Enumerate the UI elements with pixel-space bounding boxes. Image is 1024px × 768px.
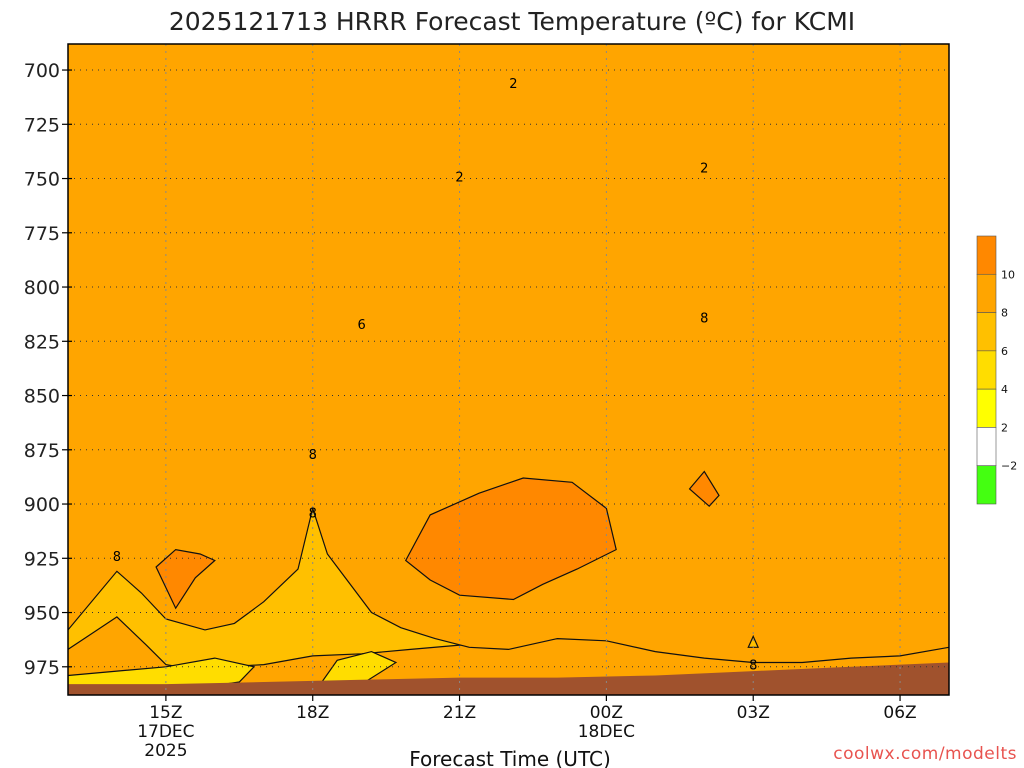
y-tick-label: 950	[24, 603, 60, 625]
y-tick-label: 775	[24, 223, 60, 245]
contour-label: 8	[113, 550, 121, 565]
colorbar-label: 4	[1001, 383, 1008, 396]
colorbar-swatch	[976, 427, 997, 467]
colorbar-label: −2	[1001, 460, 1017, 473]
y-tick-label: 750	[24, 169, 60, 191]
colorbar-label: 6	[1001, 345, 1008, 358]
y-tick-label: 925	[24, 548, 60, 570]
colorbar-swatch	[976, 312, 997, 352]
contour-line-8	[404, 477, 617, 601]
y-tick-label: 850	[24, 386, 60, 408]
x-tick-label: 06Z	[883, 703, 916, 723]
x-tick-label: 15Z	[149, 703, 182, 723]
contour-label: 8	[309, 448, 317, 463]
x-tick-label: 00Z	[590, 703, 623, 723]
contour-label-layer: 2 2 2 6 8 8 8 8 8	[113, 77, 758, 674]
x-tick-label: 17DEC	[137, 722, 194, 742]
credit-text: coolwx.com/modelts	[833, 744, 1017, 764]
temperature-band-7	[68, 44, 949, 663]
contour-label: 2	[455, 170, 463, 185]
contour-label: 8	[700, 311, 708, 326]
x-tick-label: 21Z	[443, 703, 476, 723]
colorbar-swatch	[976, 465, 997, 505]
temperature-band-10	[689, 471, 719, 507]
plot-frame	[67, 43, 950, 696]
y-tick-label: 875	[24, 440, 60, 462]
temperature-band-8	[405, 478, 617, 600]
contour-label: 2	[700, 162, 708, 177]
chart-title: 2025121713 HRRR Forecast Temperature (ºC…	[169, 7, 855, 36]
y-tick-label: 825	[24, 331, 60, 353]
contour-line-9	[155, 548, 216, 610]
colorbar-swatch	[976, 388, 997, 428]
y-tick-label: 725	[24, 114, 60, 136]
contour-line-7	[68, 506, 949, 664]
colorbar-label: 8	[1001, 307, 1008, 320]
x-tick-label: 03Z	[737, 703, 770, 723]
axes: 70072575077580082585087590092595097515Z1…	[24, 43, 950, 761]
y-tick-label: 800	[24, 277, 60, 299]
x-tick-label: 18Z	[296, 703, 329, 723]
contour-label: 8	[749, 659, 757, 674]
temperature-band-9	[156, 549, 215, 609]
colorbar-label: 10	[1001, 268, 1015, 281]
x-tick-label: 2025	[144, 741, 187, 761]
contour-label: 2	[509, 77, 517, 92]
colorbar-swatch	[976, 273, 997, 313]
y-tick-label: 975	[24, 657, 60, 679]
contour-label: 8	[309, 507, 317, 522]
y-tick-label: 900	[24, 494, 60, 516]
x-axis-label: Forecast Time (UTC)	[409, 747, 611, 768]
colorbar-label: 2	[1001, 421, 1008, 434]
colorbar-swatch	[976, 350, 997, 390]
x-tick-label: 18DEC	[578, 722, 635, 742]
y-tick-label: 700	[24, 60, 60, 82]
surface-ground	[68, 662, 949, 695]
colorbar-swatch	[976, 235, 997, 275]
contour-line-10	[688, 470, 720, 508]
contour-label: 6	[358, 318, 366, 333]
plot-area	[68, 44, 949, 695]
colorbar: 10 8 6 4 2 −2	[976, 235, 1017, 505]
